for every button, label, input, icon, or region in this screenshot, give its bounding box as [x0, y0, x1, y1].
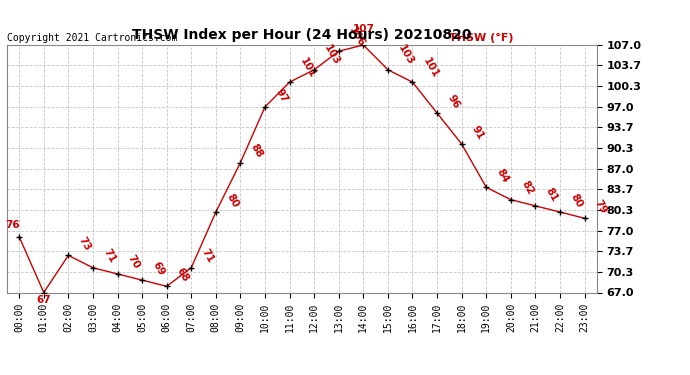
Text: 81: 81: [544, 186, 560, 203]
Text: 80: 80: [569, 192, 584, 209]
Text: 103: 103: [396, 43, 416, 67]
Text: 68: 68: [175, 266, 191, 284]
Text: 84: 84: [495, 167, 511, 184]
Text: 71: 71: [199, 247, 215, 265]
Title: THSW Index per Hour (24 Hours) 20210820: THSW Index per Hour (24 Hours) 20210820: [132, 28, 472, 42]
Text: 82: 82: [519, 179, 535, 197]
Text: 101: 101: [421, 56, 440, 80]
Text: 96: 96: [446, 93, 461, 110]
Text: 97: 97: [273, 87, 289, 104]
Text: 91: 91: [470, 124, 486, 141]
Text: 69: 69: [150, 260, 166, 278]
Text: 88: 88: [249, 142, 265, 160]
Text: 76: 76: [5, 220, 19, 230]
Text: Copyright 2021 Cartronics.com: Copyright 2021 Cartronics.com: [7, 33, 177, 42]
Text: 71: 71: [101, 247, 117, 265]
Text: THSW (°F): THSW (°F): [449, 33, 514, 42]
Text: 70: 70: [126, 254, 142, 271]
Text: 79: 79: [593, 198, 609, 216]
Text: 101: 101: [298, 56, 317, 80]
Text: 106: 106: [347, 25, 366, 48]
Text: 73: 73: [77, 235, 92, 253]
Text: 67: 67: [37, 295, 51, 305]
Text: 107: 107: [353, 24, 374, 34]
Text: 80: 80: [224, 192, 240, 209]
Text: 103: 103: [322, 43, 342, 67]
